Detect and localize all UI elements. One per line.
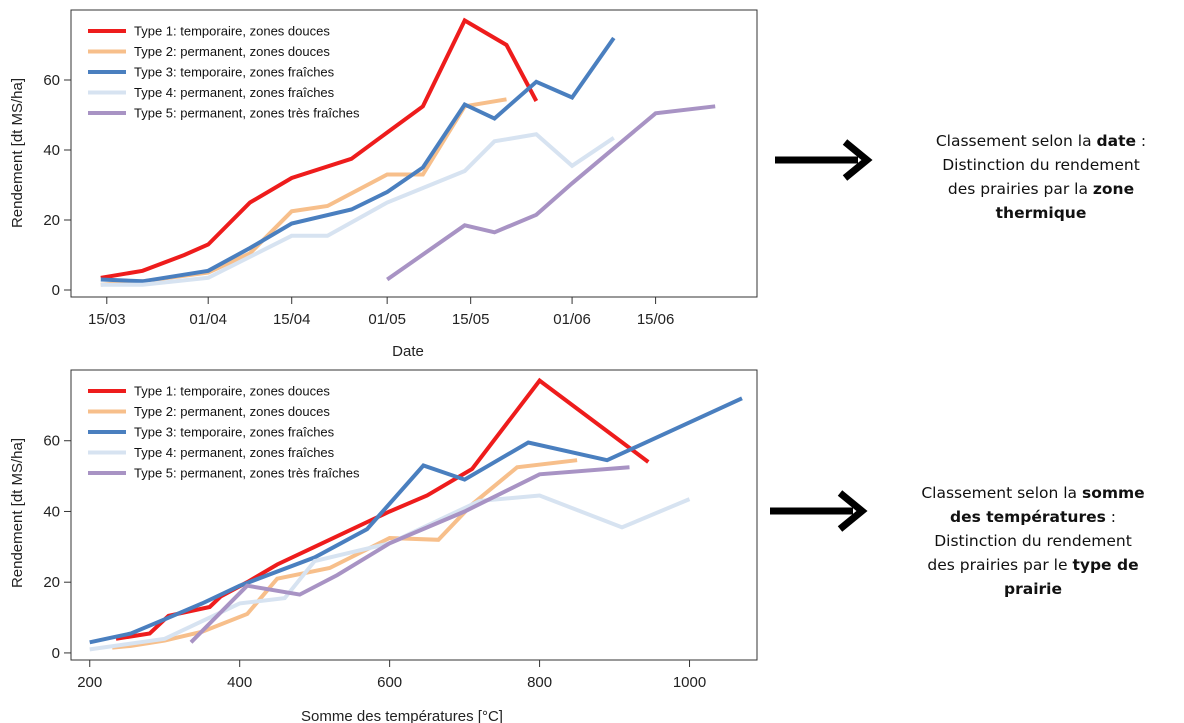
arrow-top bbox=[775, 139, 873, 181]
y-axis-title: Rendement [dt MS/ha] bbox=[9, 438, 26, 588]
series-line-type-4 bbox=[100, 132, 615, 287]
x-axis-title: Date bbox=[392, 343, 424, 360]
series-line-type-3 bbox=[89, 396, 743, 645]
x-tick-label: 600 bbox=[377, 674, 402, 691]
annotation-line: Classement selon la somme bbox=[921, 484, 1144, 502]
series-line-type-5 bbox=[386, 104, 716, 282]
plot-frame bbox=[70, 9, 758, 298]
y-tick-label: 20 bbox=[43, 574, 60, 591]
legend-label: Type 3: temporaire, zones fraîches bbox=[134, 425, 335, 440]
x-tick-label: 01/04 bbox=[189, 311, 227, 328]
chart-yield-by-date: 0 20 40 60 15/03 01/04 15/04 01/05 15/05 01/06 15/… bbox=[9, 9, 758, 360]
annotation-line: des prairies par la zone bbox=[948, 180, 1134, 198]
legend-label: Type 5: permanent, zones très fraîches bbox=[134, 466, 360, 481]
series-line-type-4 bbox=[89, 493, 691, 652]
legend-label: Type 1: temporaire, zones douces bbox=[134, 384, 330, 399]
y-tick-label: 60 bbox=[43, 433, 60, 450]
x-tick-label: 15/06 bbox=[637, 311, 675, 328]
series-line-type-2 bbox=[100, 97, 507, 287]
y-tick-label: 20 bbox=[43, 212, 60, 229]
y-tick-label: 0 bbox=[52, 282, 60, 299]
x-tick-label: 15/04 bbox=[273, 311, 311, 328]
series-line-type-1 bbox=[100, 17, 539, 280]
annotation-line: Distinction du rendement bbox=[934, 532, 1132, 550]
arrow-bottom bbox=[770, 490, 868, 532]
legend-label: Type 5: permanent, zones très fraîches bbox=[134, 106, 360, 121]
x-tick-label: 01/05 bbox=[368, 311, 406, 328]
annotation-line: prairie bbox=[1004, 580, 1062, 598]
annotation-line: Classement selon la date : bbox=[936, 132, 1146, 150]
legend-label: Type 4: permanent, zones fraîches bbox=[134, 445, 335, 460]
annotation-date-classification: Classement selon la date : Distinction du… bbox=[936, 132, 1146, 222]
legend: Type 1: temporaire, zones douces Type 2: … bbox=[88, 24, 360, 121]
x-tick-label: 15/05 bbox=[452, 311, 490, 328]
y-tick-label: 40 bbox=[43, 142, 60, 159]
y-tick-label: 40 bbox=[43, 503, 60, 520]
x-tick-label: 15/03 bbox=[88, 311, 126, 328]
y-tick-label: 60 bbox=[43, 72, 60, 89]
legend-label: Type 2: permanent, zones douces bbox=[134, 404, 330, 419]
legend-label: Type 4: permanent, zones fraîches bbox=[134, 85, 335, 100]
legend: Type 1: temporaire, zones douces Type 2: … bbox=[88, 384, 360, 481]
chart-yield-by-temperature-sum: 0 20 40 60 200 400 600 800 1000 Rendement [dt MS/… bbox=[9, 369, 758, 723]
series-line-type-5 bbox=[189, 465, 630, 644]
annotation-temperature-sum-classification: Classement selon la somme des température… bbox=[921, 484, 1144, 598]
x-axis-title: Somme des températures [°C] bbox=[301, 708, 503, 723]
x-tick-label: 400 bbox=[227, 674, 252, 691]
y-tick-label: 0 bbox=[52, 645, 60, 662]
annotation-line: thermique bbox=[996, 204, 1087, 222]
legend-label: Type 2: permanent, zones douces bbox=[134, 44, 330, 59]
x-tick-label: 200 bbox=[77, 674, 102, 691]
series-line-type-3 bbox=[100, 36, 616, 284]
x-tick-label: 01/06 bbox=[553, 311, 591, 328]
legend-label: Type 3: temporaire, zones fraîches bbox=[134, 65, 335, 80]
x-tick-label: 800 bbox=[527, 674, 552, 691]
annotation-line: des prairies par le type de bbox=[927, 556, 1138, 574]
annotation-line: des températures : bbox=[950, 508, 1116, 526]
legend-label: Type 1: temporaire, zones douces bbox=[134, 24, 330, 39]
plot-frame bbox=[70, 369, 758, 661]
y-axis-title: Rendement [dt MS/ha] bbox=[9, 78, 26, 228]
annotation-line: Distinction du rendement bbox=[942, 156, 1140, 174]
x-tick-label: 1000 bbox=[673, 674, 706, 691]
